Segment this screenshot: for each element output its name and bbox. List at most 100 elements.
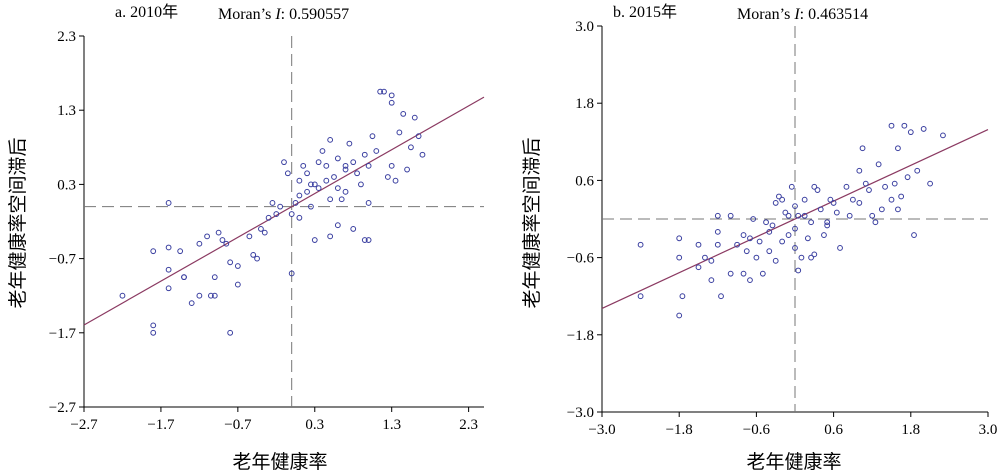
panel-b-data-point xyxy=(792,203,798,210)
panel-b-data-point xyxy=(859,145,866,152)
panel-a-data-point xyxy=(342,188,349,195)
panel-b-data-point xyxy=(779,238,786,245)
panel-a-x-tick-label: −1.7 xyxy=(147,417,175,433)
panel-a-data-point xyxy=(400,111,407,117)
panel-b-data-point xyxy=(862,180,869,187)
panel-a-x-tick-label: −2.7 xyxy=(70,417,98,433)
panel-a-data-point xyxy=(265,214,272,221)
panel-b-data-point xyxy=(814,187,821,193)
panel-a-data-point xyxy=(288,211,295,217)
panel-a-data-point xyxy=(361,237,368,243)
panel-a-data-point xyxy=(404,166,410,173)
panel-b-x-tick-label: −3.0 xyxy=(588,422,615,438)
panel-a-data-point xyxy=(388,92,395,99)
panel-a-data-point xyxy=(292,200,299,206)
panel-b-data-point xyxy=(808,219,814,226)
panel-b-x-tick-label: 0.6 xyxy=(824,422,843,438)
panel-b-y-tick-label: 0.6 xyxy=(575,173,594,189)
panel-a-data-point xyxy=(365,237,372,243)
panel-b-data-point xyxy=(846,212,853,219)
panel-a-data-point xyxy=(315,185,322,192)
panel-a-data-point xyxy=(392,177,399,184)
panel-b-data-point xyxy=(850,196,856,203)
panel-a-data-point xyxy=(227,259,234,266)
panel-b-data-point xyxy=(895,145,901,152)
panel-b-y-tick-label: −3.0 xyxy=(567,405,594,421)
panel-b-data-point xyxy=(866,187,872,193)
panel-b-label: b. 2015年 xyxy=(613,3,677,21)
panel-a-data-point xyxy=(227,329,234,336)
panel-a-data-point xyxy=(334,185,341,192)
panel-b-x-tick-label: 3.0 xyxy=(979,422,998,438)
panel-b-data-point xyxy=(679,293,686,300)
panel-b-data-point xyxy=(811,251,818,258)
panel-a-data-point xyxy=(338,196,345,203)
panel-a-y-axis-title: 老年健康率空间滞后 xyxy=(7,137,29,308)
panel-a-data-point xyxy=(327,196,334,203)
panel-a-y-tick-label: −2.7 xyxy=(49,400,77,416)
panel-b-y-tick-label: −1.8 xyxy=(567,328,594,344)
panel-b-y-tick-label: 1.8 xyxy=(575,96,594,112)
panel-b-data-point xyxy=(695,241,702,248)
panel-a-data-point xyxy=(234,263,241,269)
panel-b-data-point xyxy=(821,232,827,238)
panel-b-data-point xyxy=(708,257,715,264)
panel-b-data-point xyxy=(843,183,850,190)
panel-a-data-point xyxy=(334,155,341,162)
panel-b-data-point xyxy=(702,254,708,261)
panel-a-data-point xyxy=(300,162,307,169)
panel-a-data-point xyxy=(165,266,172,273)
panel-b-data-point xyxy=(714,228,721,235)
panel-a-data-point xyxy=(181,274,187,281)
panel-b-data-point xyxy=(766,228,773,235)
panel-b-data-point xyxy=(875,161,882,168)
panel-b-data-point xyxy=(898,193,905,200)
panel-a-data-point xyxy=(261,229,268,236)
panel-a-data-point xyxy=(250,251,257,258)
panel-a-data-point xyxy=(296,214,303,221)
panel-b-data-point xyxy=(763,219,769,226)
panel-a-data-point xyxy=(388,99,395,106)
panel-a-y-tick-label: 0.3 xyxy=(57,177,76,193)
panel-a-data-point xyxy=(246,233,253,240)
panel-b-data-point xyxy=(788,183,795,190)
panel-a-data-point xyxy=(323,177,330,184)
panel-a-data-point xyxy=(196,240,203,247)
panel-a-data-point xyxy=(188,300,195,307)
panel-a-data-point xyxy=(350,226,357,232)
panel-a-data-point xyxy=(350,159,357,166)
panel-b-data-point xyxy=(795,212,802,219)
panel-a-data-point xyxy=(381,88,387,95)
panel-b-fit-line xyxy=(601,129,989,309)
panel-b-data-point xyxy=(882,183,888,190)
panel-a-data-point xyxy=(177,248,184,255)
panel-b-x-tick-label: −0.6 xyxy=(743,422,771,438)
panel-a-data-point xyxy=(311,237,318,243)
panel-b-data-point xyxy=(907,129,914,136)
panel-b-data-point xyxy=(888,196,895,203)
panel-b-data-point xyxy=(769,222,776,229)
panel-b-data-point xyxy=(740,232,747,238)
panel-a-data-point xyxy=(334,222,341,229)
panel-a-label: a. 2010年 xyxy=(115,3,178,21)
panel-a-data-point xyxy=(327,233,334,240)
panel-a-data-point xyxy=(304,188,310,195)
panel-b-data-point xyxy=(920,126,927,132)
panel-b-data-point xyxy=(637,293,644,300)
panel-a-data-point xyxy=(219,237,226,243)
panel-a-data-point xyxy=(315,159,322,166)
panel-a-data-point xyxy=(308,203,314,210)
panel-b-data-point xyxy=(759,270,766,277)
panel-a-data-point xyxy=(254,255,260,262)
panel-b-data-point xyxy=(785,212,792,219)
panel-b-data-point xyxy=(901,122,908,129)
panel-b-data-point xyxy=(785,232,792,238)
panel-b-data-point xyxy=(888,122,895,129)
panel-b-data-point xyxy=(795,267,802,274)
panel-a-data-point xyxy=(408,144,414,151)
panel-b-data-point xyxy=(817,206,824,213)
panel-a-x-tick-label: 2.3 xyxy=(459,417,478,433)
panel-b-data-point xyxy=(801,196,808,203)
panel-b-data-point xyxy=(878,206,885,213)
panel-a-data-point xyxy=(296,192,303,199)
